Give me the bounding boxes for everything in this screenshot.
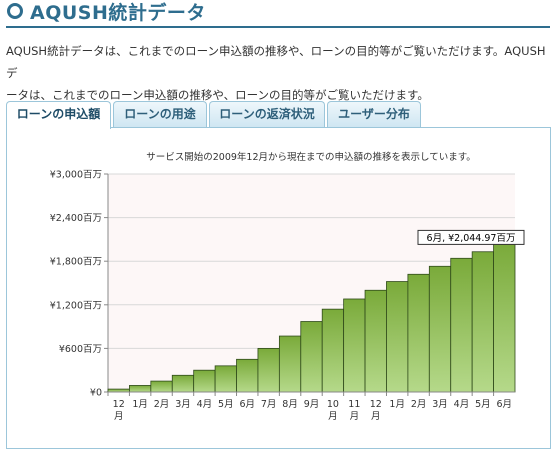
bar[interactable] [450, 257, 473, 393]
x-tick-label: 月 [371, 411, 381, 422]
bar[interactable] [300, 321, 323, 393]
x-tick-label: 3月 [175, 399, 191, 410]
tooltip-text: 6月, ¥2,044.97百万 [427, 233, 516, 244]
bar[interactable] [386, 281, 409, 393]
x-tick-label: 10 [327, 399, 339, 410]
x-tick-label: 1月 [389, 399, 405, 410]
x-tick-label: 3月 [432, 399, 448, 410]
bar[interactable] [428, 265, 452, 393]
loan-amount-chart: サービス開始の2009年12月から現在までの申込額の推移を表示しています。 ¥0… [50, 151, 525, 422]
intro-line-1: AQUSH統計データは、これまでのローン申込額の推移や、ローンの目的等がご覧いた… [6, 44, 546, 80]
bar[interactable] [171, 374, 195, 393]
bar[interactable] [257, 347, 280, 393]
page-header: AQUSH統計データ [6, 0, 550, 28]
bar[interactable] [493, 242, 516, 393]
x-tick-label: 5月 [475, 399, 491, 410]
tab-loan-purpose[interactable]: ローンの用途 [113, 101, 207, 127]
x-tick-label: 2月 [154, 399, 170, 410]
chart-title: サービス開始の2009年12月から現在までの申込額の推移を表示しています。 [146, 151, 476, 163]
x-tick-label: 5月 [218, 399, 234, 410]
x-tick-label: 9月 [304, 399, 320, 410]
intro-text: AQUSH統計データは、これまでのローン申込額の推移や、ローンの目的等がご覧いた… [6, 40, 551, 106]
x-tick-label: 6月 [239, 399, 255, 410]
intro-line-2: ータは、これまでのローン申込額の推移や、ローンの目的等がご覧いただけます。 [6, 88, 429, 102]
circle-bullet-icon [7, 3, 23, 19]
y-tick-label: ¥1,200百万 [50, 300, 102, 311]
y-tick-label: ¥0 [90, 388, 102, 399]
chart-panel: サービス開始の2009年12月から現在までの申込額の推移を表示しています。 ¥0… [6, 127, 551, 449]
x-tick-label: 4月 [454, 399, 470, 410]
bar[interactable] [236, 358, 259, 393]
x-tick-label: 4月 [197, 399, 213, 410]
bar[interactable] [471, 251, 494, 393]
tooltip-box [417, 229, 525, 245]
bar[interactable] [193, 369, 216, 393]
tab-repayment-status[interactable]: ローンの返済状況 [209, 101, 325, 127]
y-tick-label: ¥1,800百万 [50, 257, 102, 268]
x-tick-label: 11 [348, 399, 360, 410]
tab-loan-amount[interactable]: ローンの申込額 [6, 101, 111, 129]
bar[interactable] [343, 298, 366, 393]
x-tick-label: 8月 [282, 399, 298, 410]
bar[interactable] [364, 289, 387, 393]
x-tick-label: 12 [113, 399, 125, 410]
bar[interactable] [407, 273, 430, 393]
x-tick-label: 6月 [497, 399, 513, 410]
page-title: AQUSH統計データ [30, 2, 206, 24]
bar[interactable] [150, 380, 173, 393]
tab-user-distribution[interactable]: ユーザー分布 [327, 101, 421, 127]
y-tick-label: ¥2,400百万 [50, 213, 102, 224]
x-tick-label: 1月 [132, 399, 148, 410]
bar[interactable] [321, 308, 345, 393]
y-tick-label: ¥3,000百万 [50, 170, 102, 181]
x-tick-label: 12 [370, 399, 382, 410]
x-tick-label: 月 [350, 411, 360, 422]
bar[interactable] [129, 385, 152, 393]
bar[interactable] [214, 365, 237, 393]
bar[interactable] [278, 335, 302, 393]
y-tick-label: ¥600百万 [59, 344, 102, 355]
x-tick-label: 2月 [411, 399, 427, 410]
x-tick-label: 月 [114, 411, 124, 422]
x-tick-label: 月 [328, 411, 338, 422]
x-tick-label: 7月 [261, 399, 277, 410]
